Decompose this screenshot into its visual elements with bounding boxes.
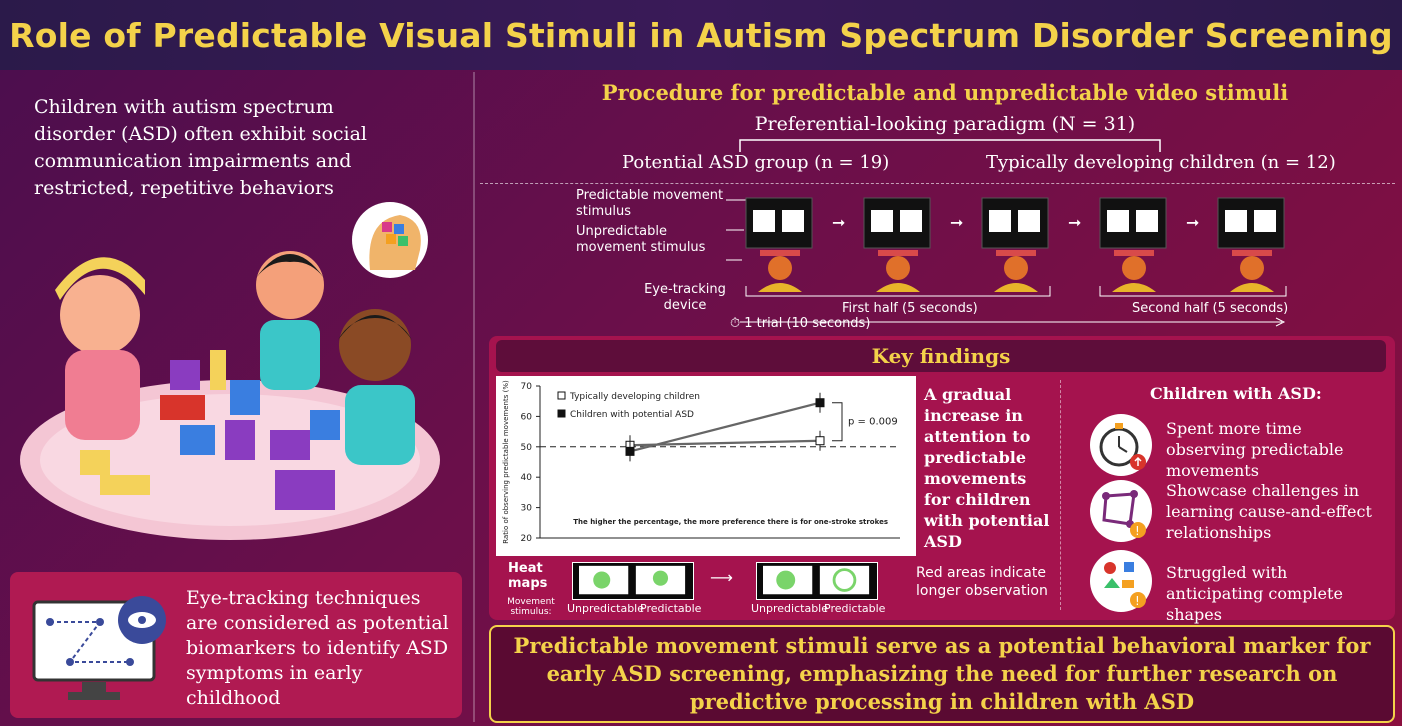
gradual-increase-text: A gradual increase in attention to predi… [924, 385, 1050, 551]
shapes-icon: ! [1090, 550, 1152, 612]
eye-tracking-device-label: Eye-tracking device [644, 282, 726, 313]
monitor-3 [981, 197, 1049, 292]
heat-unpredictable-2: Unpredictable [751, 602, 828, 615]
group-branch-lines [739, 139, 1161, 152]
heat-second-half-label: Second half [784, 545, 855, 559]
asd-finding-1: Spent more time observing predictable mo… [1166, 419, 1344, 480]
title-bar: Role of Predictable Visual Stimuli in Au… [0, 0, 1402, 70]
monitor-1 [745, 197, 813, 292]
y-tick-label: 50 [521, 443, 533, 453]
data-point [815, 398, 825, 408]
asd-finding-3: Struggled with anticipating complete sha… [1166, 563, 1343, 624]
heat-maps-label: Heat maps [508, 561, 548, 591]
heatmap-first-half [572, 562, 694, 600]
svg-text:➞: ➞ [1186, 213, 1199, 232]
cause-effect-icon: ! [1090, 480, 1152, 542]
p-value-bracket [832, 402, 843, 442]
page-title: Role of Predictable Visual Stimuli in Au… [9, 15, 1393, 55]
key-findings-title: Key findings [496, 340, 1386, 372]
heat-first-half-label: First half [606, 545, 658, 559]
monitor-2 [863, 197, 931, 292]
unpredictable-stimulus-label: Unpredictable movement stimulus [576, 224, 706, 255]
p-value-label: p = 0.009 [848, 417, 898, 428]
svg-text:➞: ➞ [832, 213, 845, 232]
asd-finding-2: Showcase challenges in learning cause-an… [1166, 481, 1372, 542]
attention-line-chart: 20 30 40 50 60 70 Ratio of observing predictab… [496, 376, 916, 556]
svg-text:➞: ➞ [1068, 213, 1081, 232]
legend-marker [557, 391, 566, 400]
series-line-2 [629, 401, 821, 453]
monitor-4 [1099, 197, 1167, 292]
column-divider [473, 72, 475, 722]
predictable-stimulus-label: Predictable movement stimulus [576, 188, 724, 219]
procedure-title: Procedure for predictable and unpredicta… [601, 80, 1289, 105]
data-point [815, 436, 825, 446]
eye-tracking-text: Eye-tracking techniques are considered a… [186, 587, 449, 709]
y-axis-label: Ratio of observing predictable movements… [502, 380, 510, 544]
svg-text:➞: ➞ [950, 213, 963, 232]
asd-findings-title: Children with ASD: [1150, 384, 1322, 403]
stopwatch-icon [1090, 414, 1152, 476]
heat-predictable-1: Predictable [640, 602, 702, 615]
paradigm-label: Preferential-looking paradigm (N = 31) [754, 113, 1136, 135]
legend-label: Typically developing children [569, 392, 700, 402]
heatmap-second-half [756, 562, 878, 600]
y-tick-label: 70 [521, 382, 533, 392]
stimulus-sequence: ➞ ➞ ➞ ➞ [726, 197, 1287, 327]
children-playing-illustration [20, 202, 440, 540]
legend-label: Children with potential ASD [570, 410, 694, 420]
svg-text:!: ! [1135, 594, 1140, 608]
second-half-label: Second half (5 seconds) [1132, 301, 1289, 316]
svg-text:!: ! [1135, 524, 1140, 538]
red-areas-note: Red areas indicate longer observation [916, 565, 1048, 599]
monitor-5 [1217, 197, 1285, 292]
heatmap-arrow: ⟶ [710, 568, 733, 587]
intro-text: Children with autism spectrum disorder (… [34, 96, 368, 199]
chart-note: The higher the percentage, the more pref… [573, 518, 888, 526]
y-tick-label: 60 [521, 412, 533, 422]
y-tick-label: 40 [521, 473, 533, 483]
asd-group-label: Potential ASD group (n = 19) [622, 152, 890, 173]
timer-icon: ⏱ [730, 316, 745, 331]
heat-unpredictable-1: Unpredictable [567, 602, 644, 615]
y-tick-label: 20 [521, 534, 533, 544]
td-group-label: Typically developing children (n = 12) [986, 152, 1336, 173]
findings-divider [1060, 380, 1061, 610]
conclusion-box: Predictable movement stimuli serve as a … [489, 625, 1395, 723]
series-line-1 [629, 439, 821, 447]
section-divider [480, 183, 1395, 184]
y-tick-label: 30 [521, 504, 533, 514]
first-half-label: First half (5 seconds) [842, 301, 978, 316]
movement-stimulus-label: Movement stimulus: [507, 597, 555, 617]
legend-marker [557, 409, 566, 418]
eye-tracking-monitor-icon [32, 596, 166, 700]
conclusion-text: Predictable movement stimuli serve as a … [513, 633, 1371, 714]
heat-predictable-2: Predictable [824, 602, 886, 615]
trial-label: ⏱ 1 trial (10 seconds) [730, 316, 871, 331]
data-point [625, 446, 635, 456]
